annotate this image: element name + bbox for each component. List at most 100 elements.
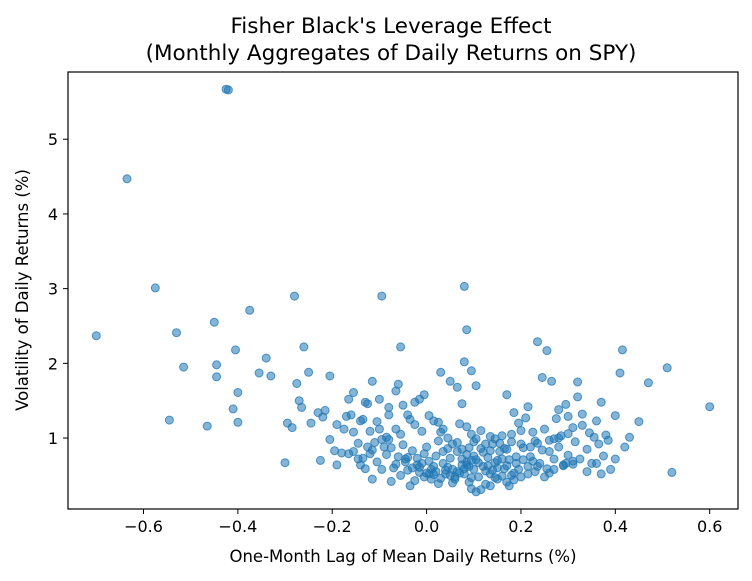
data-point <box>554 433 564 443</box>
data-point <box>261 353 271 363</box>
data-point <box>547 376 557 386</box>
data-point <box>332 420 342 430</box>
data-point <box>466 473 476 483</box>
data-point <box>266 371 276 381</box>
data-point <box>377 291 387 301</box>
data-point <box>431 451 441 461</box>
data-point <box>445 453 455 463</box>
data-point <box>485 481 495 491</box>
data-point <box>410 420 420 430</box>
data-point <box>558 460 568 470</box>
data-point <box>589 432 599 442</box>
chart-subtitle: (Monthly Aggregates of Daily Returns on … <box>146 41 637 66</box>
plot-frame <box>67 71 739 510</box>
data-point <box>507 437 516 447</box>
data-point <box>363 399 373 409</box>
data-point <box>363 442 373 452</box>
data-point <box>299 342 309 352</box>
data-point <box>306 418 316 428</box>
data-point <box>563 411 573 421</box>
data-point <box>150 283 160 293</box>
data-point <box>610 454 620 464</box>
data-point <box>516 439 526 449</box>
data-point <box>212 372 222 382</box>
data-point <box>417 426 427 436</box>
data-point <box>339 424 349 434</box>
data-point <box>514 464 524 474</box>
data-point <box>662 363 672 373</box>
data-point <box>577 409 587 419</box>
data-point <box>523 469 533 479</box>
data-point <box>481 439 491 449</box>
y-tick-label: 3 <box>48 280 58 299</box>
data-point <box>441 465 450 475</box>
data-point <box>568 459 578 469</box>
data-point <box>412 453 422 463</box>
data-point <box>254 368 264 378</box>
data-point <box>212 360 222 370</box>
data-point <box>643 378 653 388</box>
x-axis-ticks: −0.6 −0.4 −0.2 0.0 0.2 0.4 0.6 <box>124 509 722 536</box>
data-point <box>573 377 583 387</box>
data-point <box>429 416 439 426</box>
x-tick-label: 0.2 <box>508 517 533 536</box>
data-point <box>436 473 446 483</box>
y-axis-label: Volatility of Daily Returns (%) <box>13 169 32 411</box>
data-point <box>667 467 677 477</box>
data-point <box>384 410 394 420</box>
data-point <box>596 469 606 479</box>
data-point <box>592 458 601 468</box>
data-point <box>570 437 580 447</box>
data-point <box>422 468 432 478</box>
data-point <box>509 408 519 418</box>
data-point <box>353 438 363 448</box>
data-point <box>606 464 616 474</box>
data-point <box>386 476 396 486</box>
x-tick-label: −0.4 <box>218 517 257 536</box>
data-point <box>466 366 476 376</box>
data-point <box>599 451 608 461</box>
data-point <box>705 402 715 412</box>
data-point <box>542 346 552 356</box>
data-point <box>398 440 408 450</box>
data-point <box>485 432 495 441</box>
data-point <box>459 281 469 291</box>
data-point <box>497 454 507 464</box>
data-point <box>443 433 453 443</box>
data-point <box>349 447 358 456</box>
data-point <box>367 474 377 484</box>
data-point <box>358 453 368 463</box>
data-point <box>563 450 573 460</box>
data-point <box>462 457 472 467</box>
data-point <box>164 415 174 425</box>
data-point <box>462 325 472 335</box>
data-point <box>292 379 302 388</box>
data-point <box>459 357 469 367</box>
data-point <box>533 337 542 347</box>
data-point <box>202 421 212 431</box>
data-point <box>561 399 571 409</box>
data-point <box>490 473 500 483</box>
data-point <box>452 447 462 456</box>
data-point <box>573 392 583 402</box>
data-point <box>554 442 564 452</box>
y-tick-label: 2 <box>48 354 58 373</box>
data-point <box>528 456 538 466</box>
data-point <box>502 461 512 471</box>
data-point <box>332 460 342 470</box>
data-point <box>325 371 335 381</box>
data-point <box>507 470 516 480</box>
data-point <box>603 435 613 445</box>
data-point <box>568 423 578 433</box>
data-point <box>452 382 462 392</box>
data-point <box>511 452 521 462</box>
data-point <box>344 394 354 404</box>
data-point <box>382 432 391 442</box>
data-point <box>386 443 396 453</box>
data-point <box>179 362 189 372</box>
data-point <box>349 388 358 397</box>
data-point <box>582 467 592 477</box>
y-tick-label: 4 <box>48 205 58 224</box>
data-point <box>280 458 290 468</box>
